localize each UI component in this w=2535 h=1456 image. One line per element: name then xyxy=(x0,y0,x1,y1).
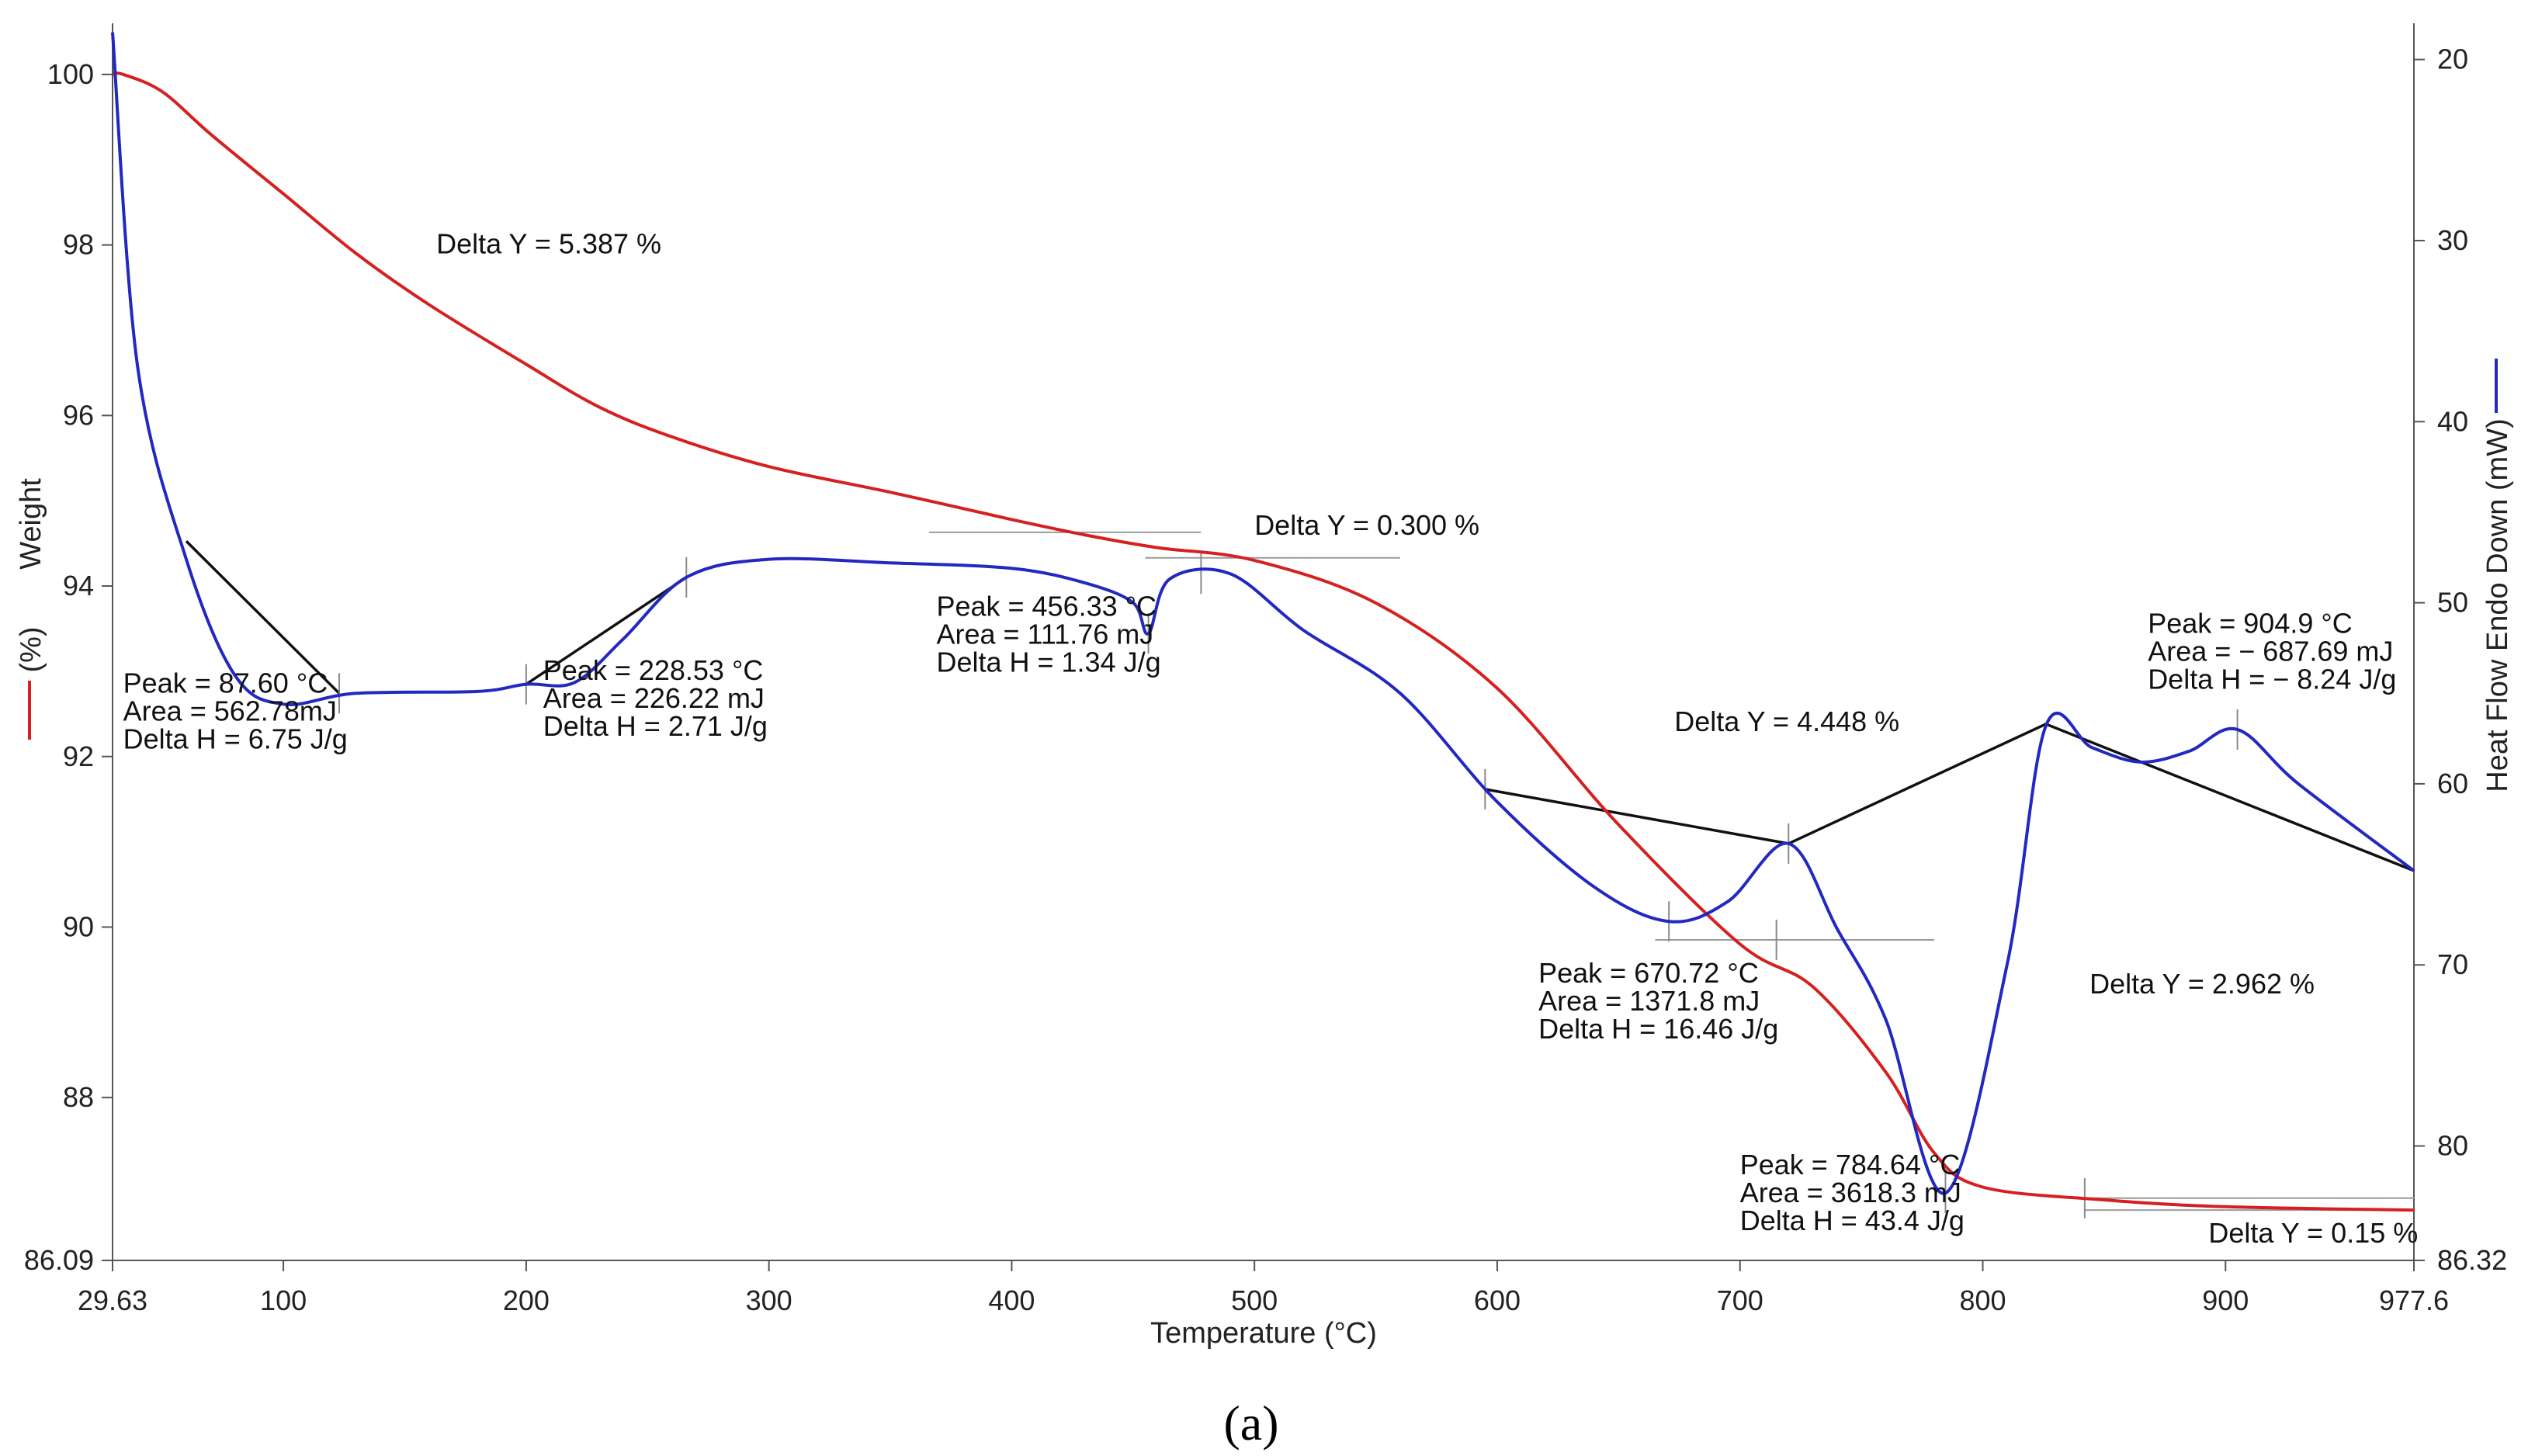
x-tick-label: 29.63 xyxy=(78,1284,147,1316)
annotation-line: Peak = 87.60 °C xyxy=(123,667,328,699)
right-axis-title: Heat Flow Endo Down (mW) xyxy=(2481,359,2514,792)
x-tick-label: 800 xyxy=(1959,1284,2006,1316)
annotation-line: Area = 1371.8 mJ xyxy=(1538,985,1760,1017)
annotation-line: Delta H = 43.4 J/g xyxy=(1740,1205,1965,1236)
right-axis-name: Heat Flow Endo Down (mW) xyxy=(2481,418,2514,792)
annotation-line: Delta H = 16.46 J/g xyxy=(1538,1013,1778,1045)
annotation-dy1: Delta Y = 5.387 % xyxy=(436,228,661,260)
annotation-line: Delta Y = 0.15 % xyxy=(2208,1217,2418,1249)
y-left-tick-label: 98 xyxy=(63,229,94,261)
x-tick-label: 700 xyxy=(1717,1284,1763,1316)
x-tick-label: 977.6 xyxy=(2379,1284,2449,1316)
annotation-line: Delta Y = 4.448 % xyxy=(1674,705,1899,737)
y-left-tick-label: 94 xyxy=(63,570,94,601)
annotation-dy5: Delta Y = 0.15 % xyxy=(2208,1217,2418,1249)
y-right-tick-label: 86.32 xyxy=(2437,1244,2507,1276)
annotation-line: Delta H = 1.34 J/g xyxy=(936,646,1160,678)
x-tick-label: 600 xyxy=(1474,1284,1521,1316)
panel-label: (a) xyxy=(1223,1395,1278,1451)
y-right-tick-label: 70 xyxy=(2437,948,2468,980)
y-right-tick-label: 60 xyxy=(2437,768,2468,799)
y-left-tick-label: 96 xyxy=(63,399,94,431)
x-tick-label: 900 xyxy=(2202,1284,2249,1316)
annotation-line: Area = 3618.3 mJ xyxy=(1740,1177,1961,1208)
annotation-line: Delta H = − 8.24 J/g xyxy=(2148,663,2396,695)
y-right-tick-label: 40 xyxy=(2437,405,2468,437)
x-tick-label: 300 xyxy=(746,1284,792,1316)
annotation-line: Peak = 670.72 °C xyxy=(1538,957,1759,989)
y-left-tick-label: 88 xyxy=(63,1081,94,1113)
annotation-line: Peak = 456.33 °C xyxy=(936,590,1157,622)
x-axis-title: Temperature (°C) xyxy=(1150,1317,1377,1350)
x-tick-label: 200 xyxy=(503,1284,550,1316)
annotation-line: Delta H = 6.75 J/g xyxy=(123,723,348,754)
annotation-dy4: Delta Y = 2.962 % xyxy=(2089,968,2315,1000)
annotation-dy3: Delta Y = 4.448 % xyxy=(1674,705,1899,737)
peak-baseline xyxy=(1484,722,2415,872)
annotation-line: Area = 562.78mJ xyxy=(123,695,337,726)
baselines xyxy=(185,540,2415,872)
annotation-line: Area = − 687.69 mJ xyxy=(2148,635,2393,667)
x-tick-label: 100 xyxy=(260,1284,307,1316)
weight-curve xyxy=(112,71,2415,1212)
annotation-line: Peak = 904.9 °C xyxy=(2148,607,2353,639)
y-right-tick-label: 30 xyxy=(2437,224,2468,256)
heat-flow-curve xyxy=(111,32,2415,1195)
y-left-tick-label: 90 xyxy=(63,910,94,942)
annotation-line: Delta H = 2.71 J/g xyxy=(543,710,768,742)
y-left-tick-label: 86.09 xyxy=(24,1244,94,1276)
annotation-line: Area = 226.22 mJ xyxy=(543,682,765,714)
peak-baseline xyxy=(525,576,688,686)
x-tick-label: 500 xyxy=(1231,1284,1278,1316)
y-right-tick-label: 80 xyxy=(2437,1130,2468,1162)
y-left-tick-label: 92 xyxy=(63,740,94,772)
left-axis-name: Weight xyxy=(15,478,47,570)
y-left-tick-label: 100 xyxy=(47,58,94,90)
annotation-dy2: Delta Y = 0.300 % xyxy=(1254,509,1479,541)
y-right-tick-label: 50 xyxy=(2437,587,2468,619)
data-series xyxy=(111,32,2415,1212)
axes: 29.63 100 200 300 400 500 600 700 800 900 977.6 86.… xyxy=(24,23,2507,1316)
y-right-tick-label: 20 xyxy=(2437,43,2468,75)
x-tick-label: 400 xyxy=(988,1284,1035,1316)
annotation-line: Peak = 784.64 °C xyxy=(1740,1149,1961,1180)
annotation-line: Delta Y = 2.962 % xyxy=(2089,968,2315,1000)
annotation-line: Delta Y = 0.300 % xyxy=(1254,509,1479,541)
annotation-line: Peak = 228.53 °C xyxy=(543,654,764,686)
annotation-line: Delta Y = 5.387 % xyxy=(436,228,661,260)
left-axis-title: Weight (%) xyxy=(15,478,47,740)
left-axis-unit: (%) xyxy=(15,626,47,672)
peak-baseline xyxy=(185,540,341,695)
annotation-line: Area = 111.76 mJ xyxy=(936,618,1153,650)
